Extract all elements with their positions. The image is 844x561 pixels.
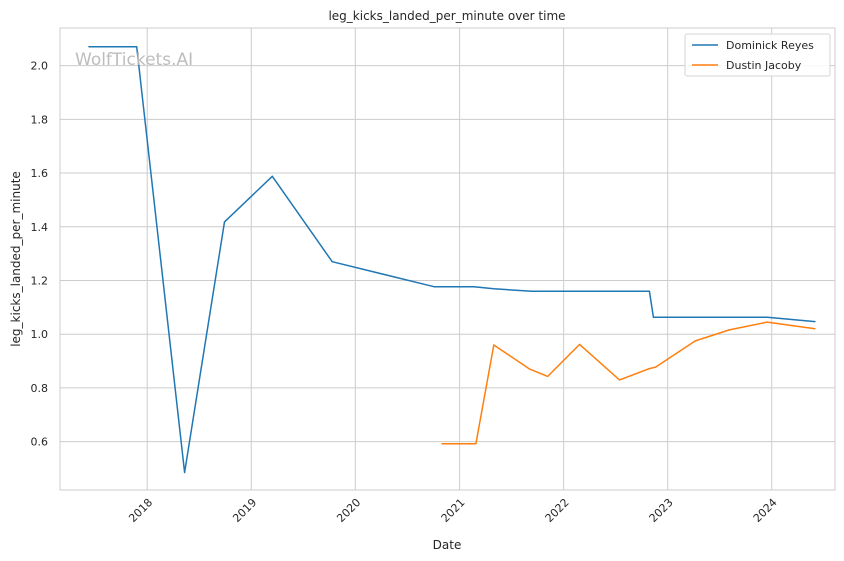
- data-point-dustin-jacoby: [814, 328, 816, 330]
- data-point-dustin-jacoby: [766, 321, 768, 323]
- data-point-dominick-reyes: [648, 290, 651, 292]
- data-point-dominick-reyes: [88, 46, 90, 48]
- data-point-dominick-reyes: [493, 288, 495, 290]
- series-layer: [88, 46, 816, 474]
- y-tick-label: 1.2: [31, 274, 49, 287]
- legend-label-dustin-jacoby: Dustin Jacoby: [726, 59, 802, 72]
- y-tick-label: 0.8: [31, 382, 49, 395]
- y-tick-label: 1.6: [31, 167, 49, 180]
- data-point-dominick-reyes: [766, 316, 768, 318]
- data-point-dustin-jacoby: [529, 368, 531, 370]
- data-point-dustin-jacoby: [441, 443, 443, 445]
- data-point-dominick-reyes: [652, 316, 655, 318]
- legend: Dominick Reyes Dustin Jacoby: [684, 33, 831, 77]
- plot-area-frame: [59, 27, 836, 491]
- data-point-dustin-jacoby: [547, 375, 549, 377]
- data-point-dustin-jacoby: [579, 343, 581, 346]
- data-point-dominick-reyes: [223, 221, 226, 223]
- data-point-dustin-jacoby: [728, 329, 730, 331]
- y-tick-label: 1.8: [31, 113, 49, 126]
- data-point-dustin-jacoby: [648, 367, 651, 370]
- y-tick-label: 2.0: [31, 60, 49, 73]
- y-tick-label: 1.4: [31, 221, 49, 234]
- data-point-dominick-reyes: [331, 261, 333, 263]
- data-point-dominick-reyes: [183, 471, 186, 474]
- data-point-dustin-jacoby: [654, 366, 657, 368]
- data-point-dominick-reyes: [136, 46, 138, 48]
- y-tick-label: 0.6: [31, 436, 49, 449]
- data-point-dominick-reyes: [433, 286, 435, 288]
- watermark: WolfTickets.AI: [75, 50, 193, 70]
- y-tick-label: 1.0: [31, 328, 49, 341]
- data-point-dominick-reyes: [531, 290, 533, 292]
- data-point-dominick-reyes: [814, 320, 816, 323]
- data-point-dustin-jacoby: [493, 344, 495, 346]
- legend-box: [684, 33, 831, 77]
- chart-title: leg_kicks_landed_per_minute over time: [328, 9, 565, 23]
- data-point-dominick-reyes: [473, 286, 475, 288]
- data-point-dustin-jacoby: [694, 340, 696, 342]
- x-axis-title: Date: [433, 538, 462, 552]
- legend-label-dominick-reyes: Dominick Reyes: [726, 39, 814, 52]
- data-point-dominick-reyes: [271, 175, 273, 177]
- data-point-dustin-jacoby: [618, 379, 621, 381]
- data-point-dominick-reyes: [122, 46, 124, 48]
- data-point-dustin-jacoby: [475, 443, 477, 445]
- y-axis-title: leg_kicks_landed_per_minute: [9, 171, 23, 347]
- y-axis-ticks: 0.6 0.8 1.0 1.2 1.4 1.6 1.8 2.0: [31, 60, 49, 449]
